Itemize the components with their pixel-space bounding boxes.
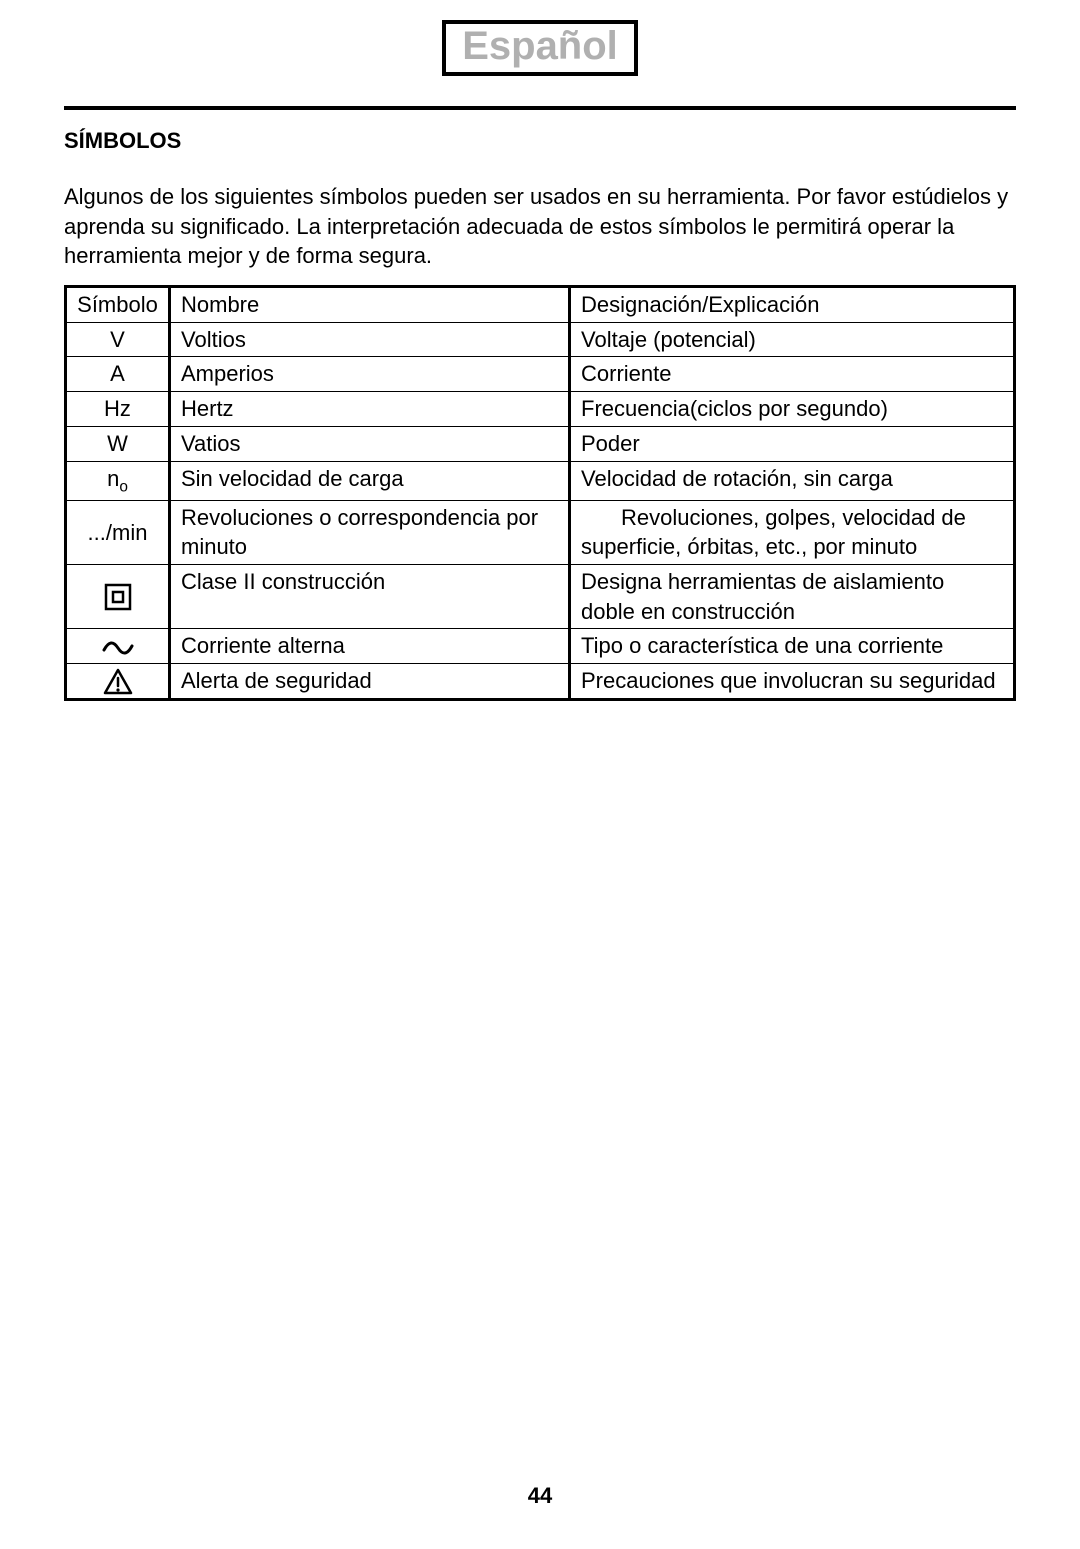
description-cell: Revoluciones, golpes, velocidad desuperf… bbox=[570, 500, 1015, 564]
table-row: Alerta de seguridad Precauciones que inv… bbox=[66, 664, 1015, 700]
description-cell: Designa herramientas de aislamiento dobl… bbox=[570, 565, 1015, 629]
description-cell: Corriente bbox=[570, 357, 1015, 392]
name-cell: Alerta de seguridad bbox=[170, 664, 570, 700]
table-row: .../min Revoluciones o correspondencia p… bbox=[66, 500, 1015, 564]
page-number: 44 bbox=[0, 1483, 1080, 1509]
header-symbol: Símbolo bbox=[66, 287, 170, 323]
safety-alert-icon bbox=[103, 668, 133, 696]
header-description: Designación/Explicación bbox=[570, 287, 1015, 323]
section-heading: SÍMBOLOS bbox=[64, 128, 1016, 154]
description-cell: Tipo o característica de una corriente bbox=[570, 629, 1015, 664]
table-row: V Voltios Voltaje (potencial) bbox=[66, 322, 1015, 357]
table-row: Hz Hertz Frecuencia(ciclos por segundo) bbox=[66, 392, 1015, 427]
symbol-cell: V bbox=[66, 322, 170, 357]
symbol-cell: A bbox=[66, 357, 170, 392]
language-label: Español bbox=[442, 20, 638, 76]
description-cell: Frecuencia(ciclos por segundo) bbox=[570, 392, 1015, 427]
symbol-cell bbox=[66, 629, 170, 664]
ac-icon bbox=[101, 637, 135, 659]
name-cell: Revoluciones o correspondencia por minut… bbox=[170, 500, 570, 564]
name-cell: Corriente alterna bbox=[170, 629, 570, 664]
description-cell: Precauciones que involucran su seguridad bbox=[570, 664, 1015, 700]
double-insulated-icon bbox=[103, 582, 133, 612]
table-header-row: Símbolo Nombre Designación/Explicación bbox=[66, 287, 1015, 323]
symbols-table: Símbolo Nombre Designación/Explicación V… bbox=[64, 285, 1016, 701]
symbol-cell: no bbox=[66, 461, 170, 500]
symbol-cell: .../min bbox=[66, 500, 170, 564]
name-cell: Sin velocidad de carga bbox=[170, 461, 570, 500]
name-cell: Clase II construcción bbox=[170, 565, 570, 629]
symbol-cell: Hz bbox=[66, 392, 170, 427]
table-row: W Vatios Poder bbox=[66, 426, 1015, 461]
table-row: A Amperios Corriente bbox=[66, 357, 1015, 392]
table-row: Corriente alterna Tipo o característica … bbox=[66, 629, 1015, 664]
name-cell: Amperios bbox=[170, 357, 570, 392]
description-cell: Voltaje (potencial) bbox=[570, 322, 1015, 357]
name-cell: Hertz bbox=[170, 392, 570, 427]
language-banner: Español bbox=[64, 20, 1016, 76]
symbol-cell bbox=[66, 664, 170, 700]
name-cell: Voltios bbox=[170, 322, 570, 357]
description-cell: Velocidad de rotación, sin carga bbox=[570, 461, 1015, 500]
symbol-cell bbox=[66, 565, 170, 629]
symbol-cell: W bbox=[66, 426, 170, 461]
header-name: Nombre bbox=[170, 287, 570, 323]
name-cell: Vatios bbox=[170, 426, 570, 461]
intro-text: Algunos de los siguientes símbolos puede… bbox=[64, 182, 1016, 271]
divider-rule bbox=[64, 106, 1016, 110]
description-cell: Poder bbox=[570, 426, 1015, 461]
table-row: Clase II construcción Designa herramient… bbox=[66, 565, 1015, 629]
table-row: no Sin velocidad de carga Velocidad de r… bbox=[66, 461, 1015, 500]
